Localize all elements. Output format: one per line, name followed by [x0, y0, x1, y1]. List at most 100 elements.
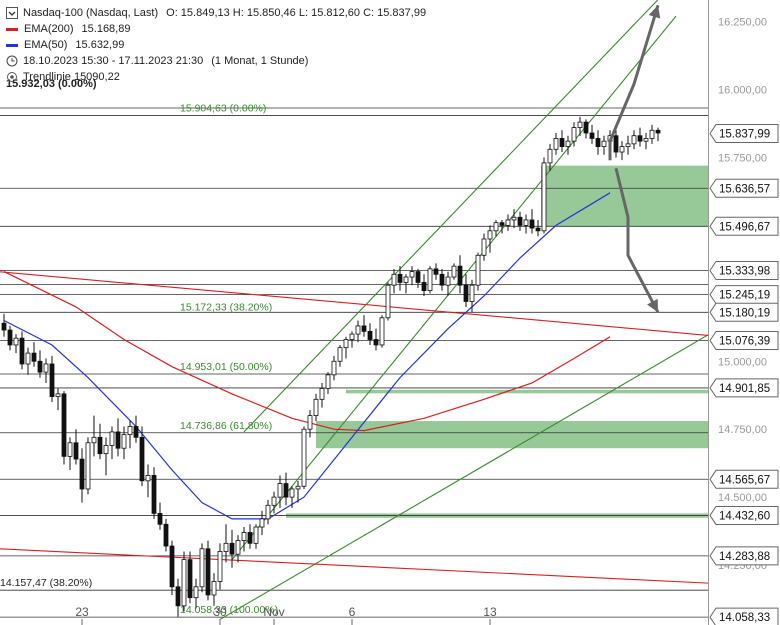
candle [451, 263, 457, 280]
date-range: 18.10.2023 15:30 - 17.11.2023 21:30 [23, 55, 204, 67]
ema50-swatch [6, 43, 18, 47]
level-tag [709, 261, 779, 281]
candle [529, 209, 535, 234]
candle-body [505, 219, 511, 226]
candle-body [433, 268, 439, 275]
clock-icon [6, 55, 18, 67]
candle-body [649, 129, 655, 139]
candle-body [199, 548, 205, 588]
candle-body [589, 132, 595, 139]
interval: (1 Monat, 1 Stunde) [211, 55, 309, 67]
y-tick-label: 16.000,00 [718, 85, 767, 97]
ema50-line [3, 192, 611, 520]
candle [61, 391, 67, 465]
candle-body [421, 282, 427, 292]
candle-body [271, 496, 277, 506]
candle-body [31, 352, 37, 362]
level-tag [709, 216, 779, 236]
level-tag [709, 331, 779, 351]
candle-body [619, 146, 625, 153]
y-tick-label: 14.500,00 [718, 492, 767, 504]
candle-body [559, 138, 565, 147]
level-tag-label: 15.636,57 [719, 183, 770, 195]
candle-body [529, 219, 535, 229]
fib-label: 14.953,01 (50.00%) [180, 361, 272, 373]
candle-body [355, 325, 361, 335]
candle-body [523, 219, 529, 226]
level-tag [709, 378, 779, 398]
fib-label: 15.904,63 (0.00%) [180, 102, 266, 114]
candle [595, 130, 601, 155]
candle-body [139, 436, 145, 482]
candle-body [541, 162, 547, 232]
candle [583, 119, 589, 139]
candle-body [61, 393, 67, 457]
level-tag [709, 546, 779, 566]
candle-body [577, 121, 583, 128]
candle [367, 323, 373, 345]
candle-body [367, 330, 373, 340]
ema200-line [3, 271, 611, 432]
candle [499, 219, 505, 234]
instrument-name: Nasdaq-100 (Nasdaq, Last) [23, 7, 159, 19]
green-trendline [219, 334, 708, 620]
candle [415, 268, 421, 288]
candle [295, 480, 301, 503]
candle-body [487, 230, 493, 240]
candle [427, 266, 433, 294]
candle [349, 331, 355, 348]
candle-body [409, 271, 415, 278]
chart-legend: Nasdaq-100 (Nasdaq, Last) O: 15.849,13 H… [6, 5, 426, 92]
candle-body [571, 127, 577, 142]
candle [631, 130, 637, 150]
x-tick-label: 23 [75, 605, 89, 619]
y-tick-label: 15.750,00 [718, 152, 767, 164]
red-trendline [0, 548, 708, 584]
candle-body [103, 445, 109, 455]
candle [385, 282, 391, 321]
support-zone [316, 421, 708, 449]
ema50-row: EMA(50) 15.632,99 [6, 37, 426, 53]
candle-body [241, 532, 247, 542]
candle [517, 211, 523, 231]
candle-body [97, 436, 103, 455]
candle [199, 543, 205, 593]
support-zone [541, 165, 708, 227]
candle-body [19, 337, 25, 365]
candle [187, 551, 193, 604]
candle-body [157, 513, 163, 525]
candle [577, 116, 583, 136]
x-tick-label: 6 [349, 605, 356, 619]
ema200-row: EMA(200) 15.168,89 [6, 21, 426, 37]
candle-body [169, 545, 175, 588]
level-tag-label: 15.245,19 [719, 290, 770, 302]
candle-body [13, 337, 19, 346]
candle-body [403, 276, 409, 283]
candle [241, 527, 247, 552]
candle-body [337, 347, 343, 362]
chevron-down-icon[interactable] [6, 7, 18, 19]
candle [49, 355, 55, 403]
candle [253, 524, 259, 549]
candle-body [211, 580, 217, 596]
candle [325, 372, 331, 394]
candle-body [109, 431, 115, 446]
candle [421, 274, 427, 297]
candle [103, 437, 109, 476]
candle-body [535, 227, 541, 232]
candle-body [643, 138, 649, 142]
candle [331, 355, 337, 381]
candle-body [295, 485, 301, 490]
candle-body [439, 273, 445, 286]
candle [445, 271, 451, 297]
candle-body [43, 363, 49, 373]
candle [355, 320, 361, 343]
trendline-row: Trendlinie 15090,22 [6, 69, 426, 85]
candle [487, 225, 493, 253]
candle [307, 410, 313, 438]
candle-body [67, 442, 73, 457]
candle [601, 135, 607, 155]
candle-body [175, 586, 181, 607]
